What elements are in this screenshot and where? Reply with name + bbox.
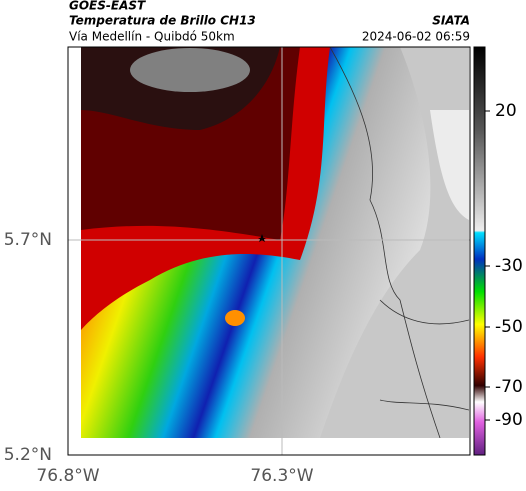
colorbar	[473, 46, 486, 456]
route: Vía Medellín - Quibdó 50km	[69, 30, 235, 44]
colorbar-label: -70	[495, 377, 523, 397]
city-marker	[258, 234, 266, 242]
colorbar-label: 20	[495, 101, 517, 121]
lon-label: 76.3°W	[250, 466, 313, 486]
map-frame	[67, 46, 471, 456]
satellite-image	[81, 47, 469, 438]
lat-label: 5.2°N	[4, 445, 52, 465]
colorbar-label: -30	[495, 256, 523, 276]
source: SIATA	[432, 14, 470, 28]
timestamp: 2024-06-02 06:59	[362, 30, 470, 44]
lat-label: 5.7°N	[4, 230, 52, 250]
lon-label: 76.8°W	[36, 466, 99, 486]
subtitle: Temperatura de Brillo CH13	[69, 14, 256, 28]
title: GOES-EAST	[69, 0, 146, 13]
colorbar-label: -90	[495, 410, 523, 430]
colorbar-label: -50	[495, 317, 523, 337]
